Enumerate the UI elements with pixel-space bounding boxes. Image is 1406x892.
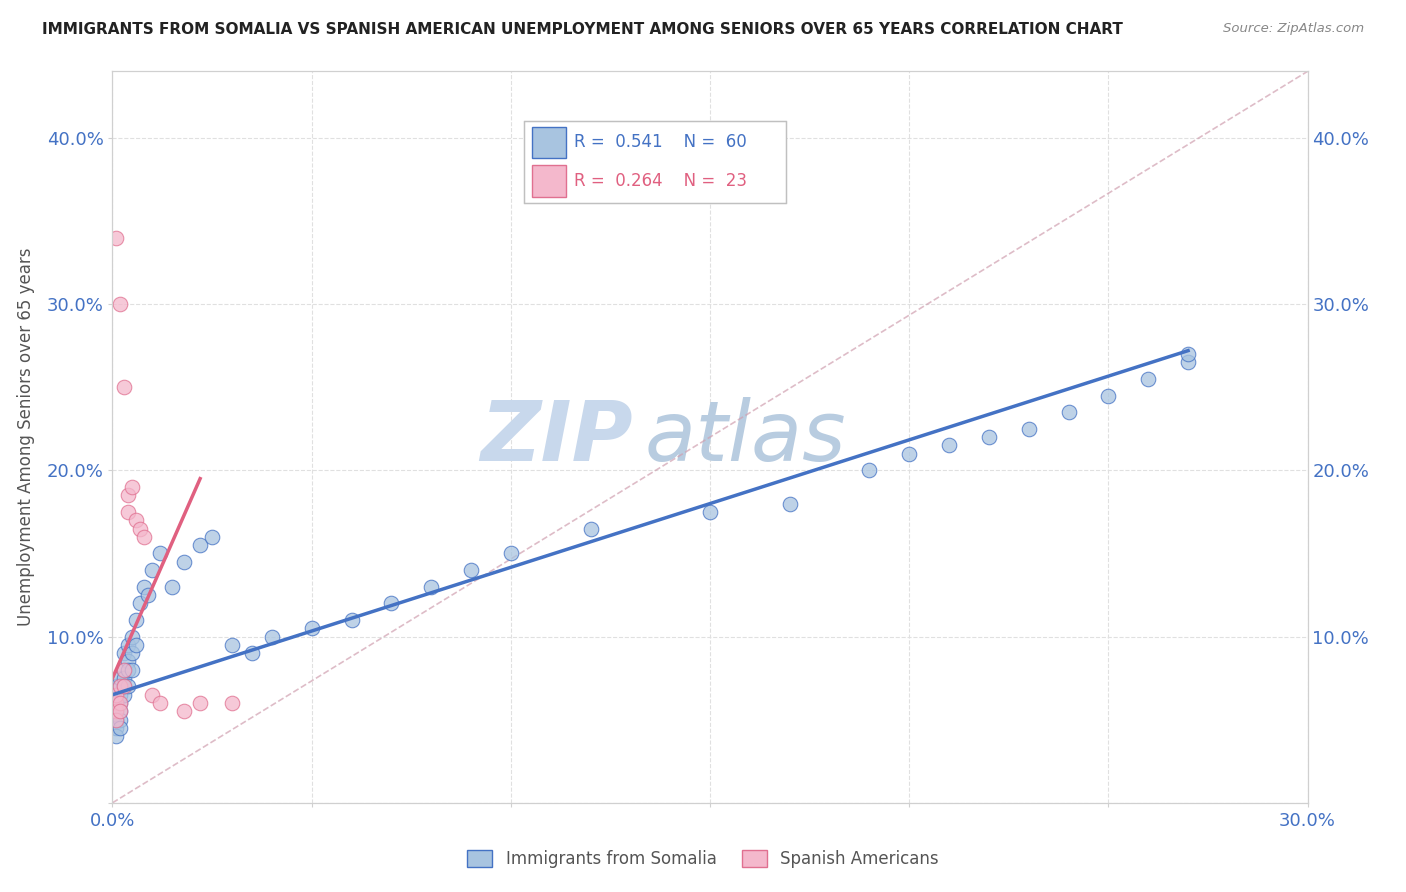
Point xyxy=(110,688,132,702)
Point xyxy=(105,230,128,244)
Point xyxy=(117,655,139,669)
Point xyxy=(1097,388,1119,402)
Point xyxy=(779,497,801,511)
Y-axis label: Unemployment Among Seniors over 65 years: Unemployment Among Seniors over 65 years xyxy=(17,248,35,626)
Point xyxy=(105,680,128,694)
Point xyxy=(114,680,135,694)
Point xyxy=(110,696,132,710)
Point xyxy=(114,680,135,694)
Point xyxy=(149,546,172,560)
Point xyxy=(699,505,721,519)
Point xyxy=(114,671,135,685)
Text: R =  0.541    N =  60: R = 0.541 N = 60 xyxy=(574,133,747,152)
Point xyxy=(499,546,522,560)
Point xyxy=(240,646,263,660)
Point xyxy=(125,513,148,527)
Text: atlas: atlas xyxy=(644,397,846,477)
Point xyxy=(105,713,128,727)
Point xyxy=(1057,405,1080,419)
Point xyxy=(121,630,143,644)
Point xyxy=(121,480,143,494)
Point xyxy=(110,705,132,719)
Point xyxy=(301,621,323,635)
Point xyxy=(110,696,132,710)
Legend: Immigrants from Somalia, Spanish Americans: Immigrants from Somalia, Spanish America… xyxy=(461,843,945,875)
Point xyxy=(105,729,128,743)
Text: R =  0.264    N =  23: R = 0.264 N = 23 xyxy=(574,172,747,190)
Point xyxy=(1137,372,1160,386)
Bar xyxy=(533,127,567,158)
Point xyxy=(105,705,128,719)
Point xyxy=(117,663,139,677)
Point xyxy=(380,596,402,610)
Point xyxy=(162,580,183,594)
Point xyxy=(117,638,139,652)
Point xyxy=(221,696,243,710)
Point xyxy=(121,663,143,677)
Point xyxy=(221,638,243,652)
Point xyxy=(110,680,132,694)
Point xyxy=(117,505,139,519)
Point xyxy=(141,688,163,702)
Point xyxy=(898,447,921,461)
Point xyxy=(579,521,602,535)
Point xyxy=(105,705,128,719)
Point xyxy=(105,688,128,702)
Point xyxy=(134,580,156,594)
Point xyxy=(110,680,132,694)
Point xyxy=(114,380,135,394)
Point xyxy=(114,646,135,660)
Point xyxy=(138,588,160,602)
Point xyxy=(117,680,139,694)
Point xyxy=(114,663,135,677)
Point xyxy=(977,430,1000,444)
Point xyxy=(201,530,224,544)
Text: ZIP: ZIP xyxy=(479,397,633,477)
Point xyxy=(105,713,128,727)
Point xyxy=(110,671,132,685)
Point xyxy=(938,438,960,452)
Point xyxy=(105,696,128,710)
Point xyxy=(125,613,148,627)
Point xyxy=(117,488,139,502)
Point xyxy=(1018,422,1040,436)
Point xyxy=(1177,355,1199,369)
Point xyxy=(110,705,132,719)
Point xyxy=(129,596,152,610)
Point xyxy=(858,463,880,477)
Point xyxy=(149,696,172,710)
Point xyxy=(110,297,132,311)
Point xyxy=(105,696,128,710)
Point xyxy=(105,721,128,735)
Point xyxy=(340,613,363,627)
Point xyxy=(105,688,128,702)
Point xyxy=(134,530,156,544)
Point xyxy=(105,713,128,727)
Point xyxy=(460,563,482,577)
Point xyxy=(114,688,135,702)
Bar xyxy=(533,165,567,196)
Point xyxy=(114,663,135,677)
Point xyxy=(173,705,195,719)
Text: IMMIGRANTS FROM SOMALIA VS SPANISH AMERICAN UNEMPLOYMENT AMONG SENIORS OVER 65 Y: IMMIGRANTS FROM SOMALIA VS SPANISH AMERI… xyxy=(42,22,1123,37)
Point xyxy=(188,696,211,710)
Point xyxy=(188,538,211,552)
Point xyxy=(129,521,152,535)
Point xyxy=(125,638,148,652)
Text: Source: ZipAtlas.com: Source: ZipAtlas.com xyxy=(1223,22,1364,36)
Point xyxy=(110,713,132,727)
Point xyxy=(121,646,143,660)
Point xyxy=(141,563,163,577)
Point xyxy=(173,555,195,569)
Point xyxy=(110,721,132,735)
Point xyxy=(260,630,283,644)
Point xyxy=(420,580,443,594)
Point xyxy=(1177,347,1199,361)
